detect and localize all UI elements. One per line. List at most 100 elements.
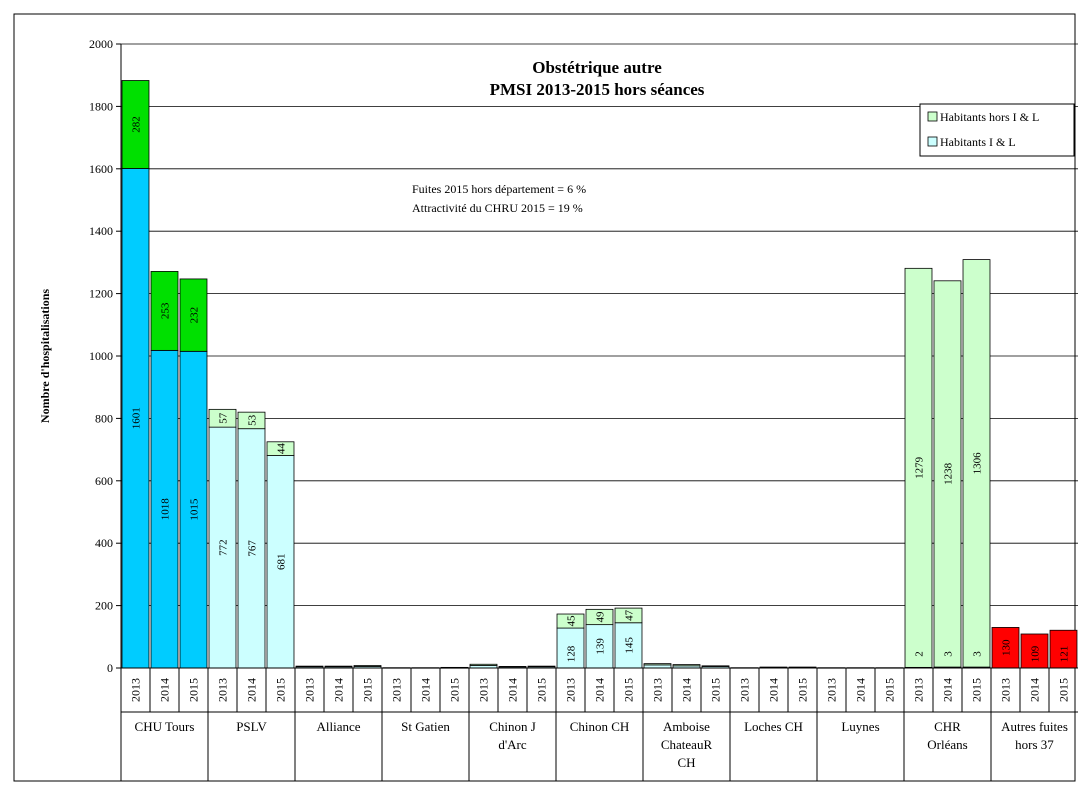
data-label-bottom: 109 <box>1030 645 1042 662</box>
group-label: Autres fuites <box>1001 719 1068 734</box>
bar-segment-top <box>962 259 991 668</box>
data-label-bottom: 139 <box>595 638 607 655</box>
year-label: 2015 <box>274 678 288 702</box>
year-label: 2015 <box>883 678 897 702</box>
bar-segment-bottom <box>121 168 150 669</box>
legend: Habitants hors I & L Habitants I & L <box>919 103 1075 157</box>
year-label: 2015 <box>361 678 375 702</box>
bar-segment-top <box>759 666 788 668</box>
year-label: 2014 <box>158 678 172 702</box>
data-label-bottom: 772 <box>218 539 230 556</box>
year-label: 2013 <box>825 678 839 702</box>
legend-box <box>919 103 1075 157</box>
data-label-top: 253 <box>160 302 172 319</box>
data-label-top: 282 <box>131 116 143 133</box>
group-label: CHU Tours <box>135 719 195 734</box>
year-label: 2014 <box>506 678 520 702</box>
data-label-top: 57 <box>218 412 230 424</box>
bar-segment-top <box>266 441 295 456</box>
data-label-top: 1279 <box>914 456 926 479</box>
data-label-top: 49 <box>595 611 607 623</box>
legend-swatch-il <box>927 136 938 147</box>
bar-segment-top <box>933 280 962 668</box>
y-tick-label: 1000 <box>89 349 113 363</box>
y-axis-label: Nombre d'hospitalisations <box>38 289 52 423</box>
group-label: Loches CH <box>744 719 803 734</box>
group-label: Alliance <box>316 719 360 734</box>
y-tick-label: 1200 <box>89 287 113 301</box>
bar-segment-bottom <box>179 350 208 669</box>
bar-segment-top <box>121 80 150 169</box>
year-label: 2014 <box>1028 678 1042 702</box>
bar-segment-top <box>498 666 527 668</box>
year-label: 2013 <box>390 678 404 702</box>
legend-label-il: Habitants I & L <box>940 135 1016 149</box>
data-label-bottom: 1601 <box>131 407 143 429</box>
y-tick-label: 2000 <box>89 37 113 51</box>
group-label: ChateauR <box>661 737 713 752</box>
year-label: 2013 <box>999 678 1013 702</box>
annotation-line1: Fuites 2015 hors département = 6 % <box>412 182 586 196</box>
data-label-top: 47 <box>624 609 636 621</box>
bar-segment-top <box>353 665 382 667</box>
year-label: 2015 <box>187 678 201 702</box>
year-label: 2015 <box>448 678 462 702</box>
group-label: hors 37 <box>1015 737 1054 752</box>
group-label: Chinon J <box>489 719 536 734</box>
year-label: 2015 <box>709 678 723 702</box>
data-label-top: 1238 <box>943 462 955 485</box>
bar-segment-bottom <box>991 627 1020 669</box>
year-label: 2015 <box>535 678 549 702</box>
data-label-top: 53 <box>247 414 259 426</box>
bar-segment-top <box>788 666 817 668</box>
bar-segment-bottom <box>556 627 585 669</box>
bar-segment-bottom <box>614 622 643 669</box>
bar-segment-top <box>324 665 353 668</box>
data-label-bottom: 128 <box>566 645 578 662</box>
y-tick-label: 1600 <box>89 162 113 176</box>
year-label: 2014 <box>941 678 955 702</box>
year-label: 2013 <box>303 678 317 702</box>
data-label-bottom: 145 <box>624 637 636 654</box>
year-label: 2013 <box>651 678 665 702</box>
data-label-top: 44 <box>276 443 288 455</box>
year-label: 2015 <box>1057 678 1071 702</box>
y-tick-label: 800 <box>95 411 113 425</box>
bars: 1601 282 1018 253 1015 232 772 57 767 53 681 44 128 4… <box>121 80 1078 669</box>
year-label: 2015 <box>796 678 810 702</box>
bar-segment-top <box>150 271 179 351</box>
chart-title-line1: Obstétrique autre <box>532 58 662 77</box>
legend-label-hors: Habitants hors I & L <box>940 110 1039 124</box>
y-tick-label: 1800 <box>89 99 113 113</box>
group-label: PSLV <box>236 719 267 734</box>
bar-segment-top <box>643 663 672 666</box>
group-label: CHR <box>934 719 961 734</box>
data-label-top: 45 <box>566 615 578 627</box>
data-label-top: 232 <box>189 307 201 324</box>
data-label-bottom: 681 <box>276 554 288 571</box>
bar-segment-top <box>237 411 266 430</box>
bar-segment-top <box>614 607 643 624</box>
bar-segment-top <box>469 663 498 666</box>
data-label-bottom: 767 <box>247 540 259 557</box>
bar-segment-bottom <box>585 624 614 669</box>
bar-segment-bottom <box>1020 633 1049 669</box>
year-label: 2014 <box>419 678 433 702</box>
bar-segment-top <box>585 608 614 626</box>
bar-segment-top <box>672 664 701 667</box>
year-label: 2014 <box>680 678 694 702</box>
bar-segment-top <box>295 665 324 668</box>
y-tick-label: 400 <box>95 536 113 550</box>
data-label-bottom: 1015 <box>189 498 201 521</box>
y-tick-label: 0 <box>107 661 113 675</box>
chart-title-line2: PMSI 2013-2015 hors séances <box>490 80 705 99</box>
bar-segment-top <box>208 408 237 428</box>
year-label: 2013 <box>738 678 752 702</box>
year-label: 2015 <box>622 678 636 702</box>
data-label-bottom: 3 <box>943 651 955 657</box>
y-tick-labels: 0 200 400 600 800 1000 1200 1400 1600 1800 2000 <box>89 37 113 675</box>
y-tick-label: 600 <box>95 474 113 488</box>
legend-swatch-hors <box>927 111 938 122</box>
